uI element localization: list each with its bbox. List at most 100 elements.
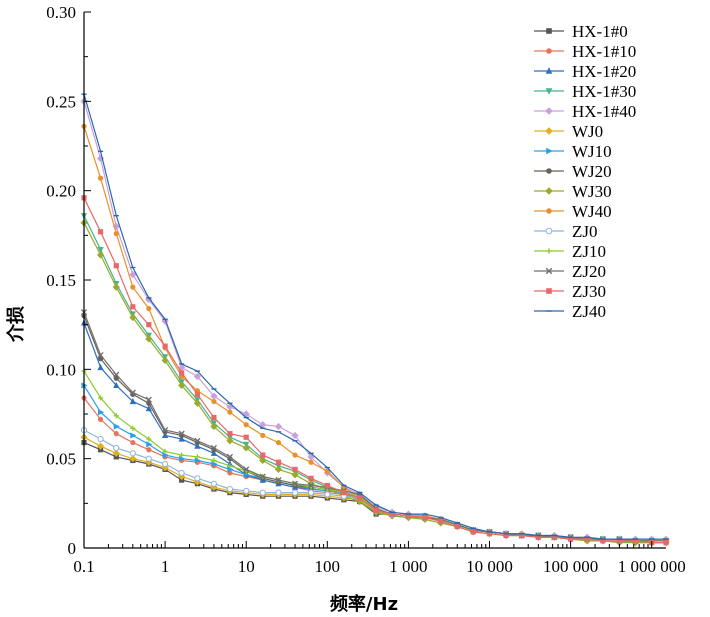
data-point — [130, 304, 136, 310]
legend-label: WJ10 — [572, 142, 612, 161]
data-point — [161, 464, 169, 472]
data-point — [210, 392, 218, 400]
data-point — [210, 480, 218, 487]
legend-label: HX-1#20 — [572, 62, 636, 81]
data-point — [113, 444, 120, 452]
legend-item: HX-1#40 — [534, 102, 636, 121]
data-point — [260, 432, 266, 439]
legend-item: ZJ20 — [534, 262, 606, 281]
series-line — [83, 385, 666, 542]
data-point — [226, 437, 234, 445]
data-point — [324, 482, 330, 489]
legend-item: ZJ40 — [534, 302, 606, 321]
data-point — [112, 449, 120, 457]
legend-item: WJ10 — [534, 142, 612, 161]
legend-marker — [546, 288, 552, 294]
legend-label: ZJ20 — [572, 262, 606, 281]
data-point — [259, 489, 266, 496]
x-tick-label: 100 — [315, 557, 341, 576]
series-line — [83, 442, 666, 542]
data-point — [355, 497, 364, 506]
data-point — [97, 416, 104, 422]
data-point — [146, 436, 152, 442]
data-point — [194, 475, 201, 482]
x-tick-label: 1 000 000 — [618, 557, 686, 576]
data-point — [274, 465, 283, 473]
data-point — [226, 403, 234, 411]
data-point — [210, 444, 218, 452]
data-point — [405, 513, 412, 519]
legend-label: HX-1#40 — [572, 102, 636, 121]
data-point — [97, 409, 105, 416]
data-point — [97, 363, 104, 371]
data-point — [292, 452, 298, 458]
data-point — [227, 409, 233, 415]
data-point — [470, 529, 476, 535]
data-point — [275, 489, 282, 496]
data-point — [178, 469, 185, 477]
data-point — [291, 431, 299, 440]
x-tick-label: 0.1 — [73, 557, 94, 576]
x-tick-label: 10 — [238, 557, 255, 576]
data-point — [96, 154, 105, 163]
data-point — [145, 335, 153, 343]
data-point — [130, 284, 136, 290]
data-point — [227, 466, 234, 473]
data-point — [519, 532, 525, 539]
data-point — [211, 457, 217, 464]
data-point — [162, 448, 168, 455]
data-point — [551, 534, 557, 540]
data-point — [97, 175, 104, 181]
data-point — [663, 540, 669, 546]
data-point — [130, 432, 137, 439]
data-point — [600, 538, 606, 544]
legend-marker — [546, 168, 552, 174]
legend-item: WJ0 — [534, 122, 603, 141]
data-point — [129, 450, 136, 457]
data-point — [162, 460, 169, 468]
data-point — [486, 531, 493, 537]
data-point — [146, 322, 152, 328]
y-tick-label: 0.05 — [46, 450, 76, 469]
legend-label: WJ30 — [572, 182, 612, 201]
data-point — [112, 222, 120, 230]
data-point — [97, 229, 104, 235]
data-point — [616, 538, 623, 544]
series-wj0 — [80, 433, 670, 545]
x-tick-label: 1 — [161, 557, 170, 576]
legend-marker — [546, 147, 553, 155]
data-point — [145, 455, 152, 462]
data-point — [243, 434, 249, 440]
data-point — [535, 534, 541, 540]
data-point — [145, 405, 152, 412]
data-point — [130, 425, 136, 431]
data-point — [291, 489, 299, 496]
legend-marker — [545, 127, 553, 135]
y-tick-label: 0.30 — [46, 3, 76, 22]
x-tick-label: 10 000 — [466, 557, 513, 576]
y-tick-label: 0.15 — [46, 271, 76, 290]
data-point — [211, 414, 217, 421]
data-point — [568, 536, 574, 542]
legend-marker — [545, 227, 553, 235]
data-point — [242, 444, 250, 452]
data-point — [324, 491, 331, 498]
data-point — [503, 532, 509, 539]
legend-item: HX-1#20 — [534, 62, 636, 81]
data-point — [113, 431, 119, 437]
series-line — [83, 397, 666, 542]
legend-item: ZJ0 — [534, 222, 598, 241]
legend-item: HX-1#0 — [534, 22, 628, 41]
legend-item: WJ30 — [534, 182, 612, 201]
legend-label: HX-1#0 — [572, 22, 628, 41]
legend-item: ZJ30 — [534, 282, 606, 301]
data-point — [210, 422, 218, 431]
data-point — [129, 271, 137, 279]
data-point — [178, 381, 186, 390]
legend-item: ZJ10 — [534, 242, 606, 261]
data-point — [97, 351, 104, 359]
data-point — [113, 423, 120, 430]
data-point — [373, 507, 379, 514]
data-point — [356, 495, 363, 501]
data-point — [145, 396, 152, 403]
